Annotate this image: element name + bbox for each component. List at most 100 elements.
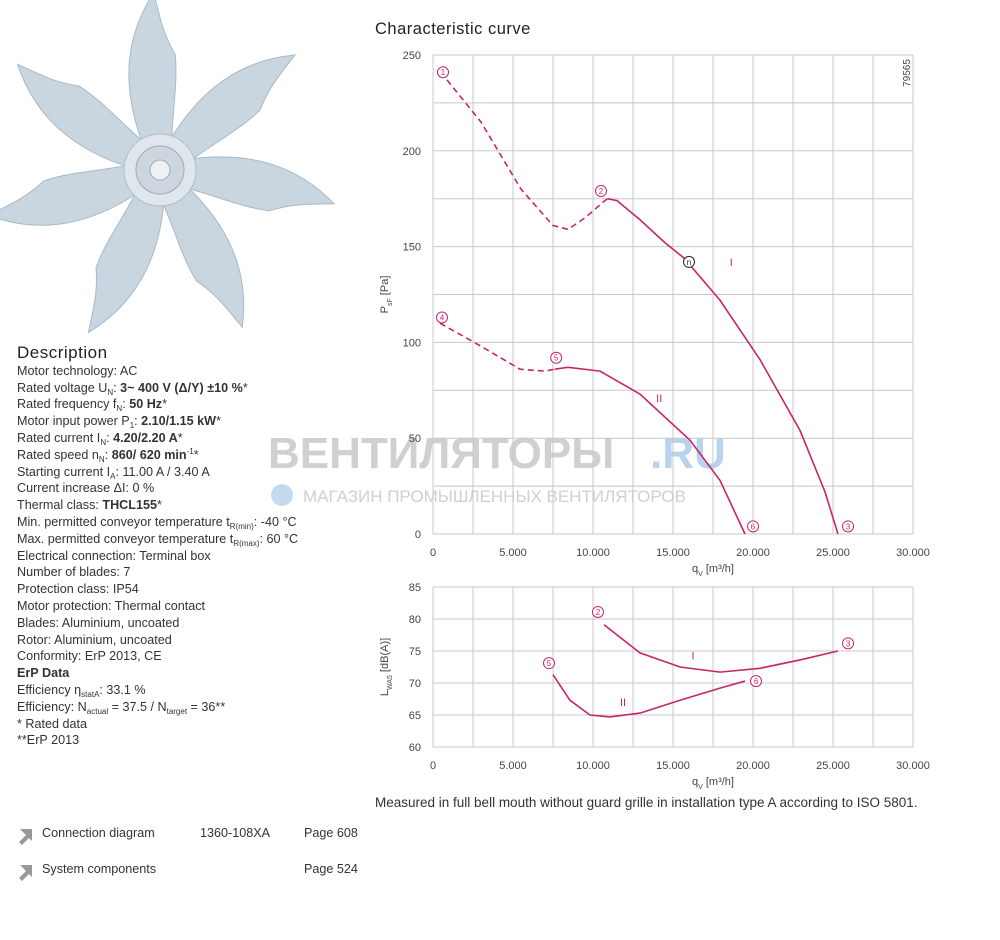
y-axis-label: LWA5 [dB(A)] <box>379 638 394 696</box>
marker-circle <box>683 255 695 268</box>
x-tick-label: 0 <box>430 760 436 772</box>
text-run: Min. permitted conveyor temperature t <box>17 514 230 529</box>
x-tick-label: 10.000 <box>576 760 610 772</box>
marker-circle <box>842 637 855 650</box>
link-icon <box>19 829 32 845</box>
marker-circle <box>550 351 563 364</box>
x-tick-label: 30.000 <box>896 547 930 559</box>
text-run: 860/ 620 min <box>111 447 187 462</box>
link-page: Page 608 <box>304 826 358 840</box>
description-line: Motor input power P1: 2.10/1.15 kW* <box>17 413 298 430</box>
description-title: Description <box>17 343 108 362</box>
x-tick-label: 30.000 <box>896 760 930 772</box>
marker-label: 2 <box>599 187 604 196</box>
marker-label: 5 <box>554 354 559 363</box>
text-run: N <box>107 387 114 397</box>
text-run: Conformity: ErP 2013, CE <box>17 649 162 664</box>
text-run: N <box>116 404 123 414</box>
watermark-brand: ВЕНТИЛЯТОРЫ <box>268 429 614 478</box>
text-run: [m³/h] <box>703 776 734 788</box>
text-run: THCL155 <box>102 498 157 513</box>
watermark-icon <box>271 484 293 506</box>
y-tick-label: 60 <box>409 742 421 754</box>
text-run: Rated speed n <box>17 447 99 462</box>
watermark: ВЕНТИЛЯТОРЫ .RU МАГАЗИН ПРОМЫШЛЕННЫХ ВЕН… <box>268 429 726 506</box>
text-run: 3~ 400 V (Δ/Y) ±10 % <box>120 380 243 395</box>
description-line: Number of blades: 7 <box>17 564 298 581</box>
text-run: Motor input power P <box>17 414 130 429</box>
text-run: WA5 <box>387 675 394 690</box>
text-run: : 60 °C <box>259 531 299 546</box>
y-axis-label: PsF [Pa] <box>379 276 394 314</box>
marker-circle <box>435 311 448 324</box>
text-run: R(min) <box>229 521 254 531</box>
curve <box>446 79 608 231</box>
text-run: : <box>106 430 114 445</box>
x-tick-label: 15.000 <box>656 547 690 559</box>
description-line: Efficiency: Nactual = 37.5 / Ntarget = 3… <box>17 699 298 716</box>
watermark-domain: .RU <box>650 429 726 478</box>
series-label: I <box>730 257 733 269</box>
text-run: [dB(A)] <box>379 638 391 675</box>
text-run: * <box>162 397 168 412</box>
description: Description Motor technology: AC Rated vol… <box>17 343 299 749</box>
y-tick-label: 70 <box>409 678 421 690</box>
text-run: : <box>104 447 112 462</box>
y-tick-label: 100 <box>403 337 421 349</box>
marker-label: 4 <box>440 313 445 322</box>
x-tick-label: 10.000 <box>576 547 610 559</box>
x-tick-label: 15.000 <box>656 760 690 772</box>
text-run: **ErP 2013 <box>17 733 80 748</box>
marker-label: 2 <box>596 608 601 617</box>
text-run: Electrical connection: Terminal box <box>17 548 211 563</box>
text-run: Protection class: IP54 <box>17 582 139 597</box>
text-run: -1 <box>186 446 194 456</box>
text-run: * <box>193 447 199 462</box>
watermark-tagline: МАГАЗИН ПРОМЫШЛЕННЫХ ВЕНТИЛЯТОРОВ <box>303 487 686 506</box>
text-run: : <box>122 397 130 412</box>
marker-label: 6 <box>754 677 759 686</box>
marker-label: 6 <box>751 522 756 531</box>
text-run: : 33.1 % <box>99 682 146 697</box>
curve <box>603 624 839 673</box>
marker-circle <box>437 66 449 79</box>
description-line: Motor technology: AC <box>17 363 298 380</box>
description-line: Min. permitted conveyor temperature tR(m… <box>17 514 298 531</box>
text-run: : -40 °C <box>253 514 297 529</box>
marker-label: 3 <box>846 639 851 648</box>
text-run: L <box>379 690 391 696</box>
link-page: Page 524 <box>304 862 358 876</box>
text-run: * <box>216 414 221 429</box>
marker-circle <box>543 657 555 670</box>
y-tick-label: 80 <box>409 614 421 626</box>
description-line: Thermal class: THCL155* <box>17 497 298 514</box>
description-line: ErP Data <box>17 665 298 682</box>
text-run: Efficiency: N <box>17 699 87 714</box>
text-run: sF <box>387 298 394 306</box>
description-line: Rotor: Aluminium, uncoated <box>17 632 298 649</box>
text-run: [m³/h] <box>703 563 734 575</box>
text-run: N <box>98 454 105 464</box>
text-run: Efficiency η <box>17 682 82 697</box>
text-run: q <box>692 563 698 575</box>
text-run: N <box>100 437 107 447</box>
marker-circle <box>591 605 604 618</box>
text-run: Rated frequency f <box>17 397 117 412</box>
marker-circle <box>747 520 759 533</box>
x-tick-label: 20.000 <box>736 547 770 559</box>
text-run: Blades: Aluminium, uncoated <box>17 615 180 630</box>
marker-label: 1 <box>441 68 446 77</box>
x-tick-label: 25.000 <box>816 760 850 772</box>
fan-image <box>0 0 335 333</box>
text-run: Motor protection: Thermal contact <box>17 598 206 613</box>
y-tick-label: 200 <box>403 146 421 158</box>
y-tick-label: 0 <box>415 529 421 541</box>
y-tick-label: 85 <box>409 582 421 594</box>
text-run: Rotor: Aluminium, uncoated <box>17 632 172 647</box>
marker-circle <box>842 520 855 533</box>
text-run: statA <box>81 689 100 699</box>
text-run: 4.20/2.20 A <box>113 430 178 445</box>
description-line: Rated current IN: 4.20/2.20 A* <box>17 430 298 447</box>
marker-label: 3 <box>846 522 851 531</box>
